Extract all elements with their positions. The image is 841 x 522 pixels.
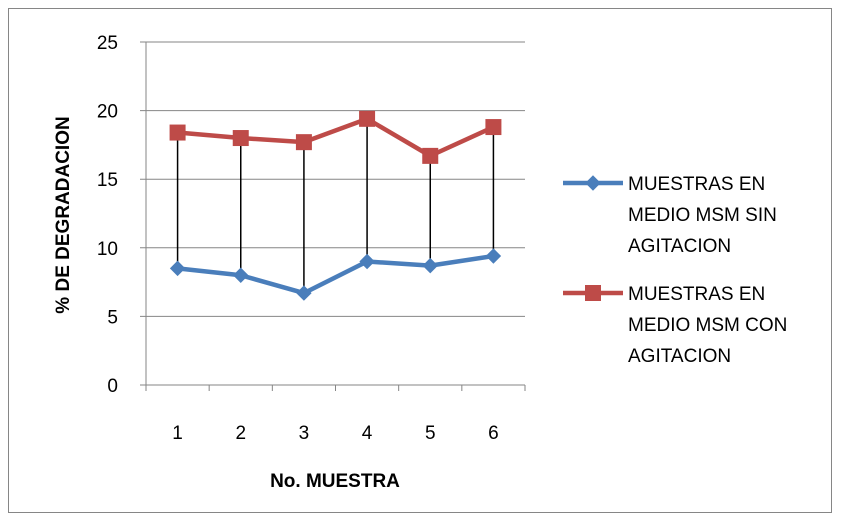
legend-label-1: MUESTRAS EN MEDIO MSM CON AGITACION bbox=[628, 284, 787, 367]
legend-item-0: MUESTRAS EN MEDIO MSM SIN AGITACION bbox=[563, 174, 777, 257]
x-axis-title: No. MUESTRA bbox=[270, 471, 400, 492]
legend: MUESTRAS EN MEDIO MSM SIN AGITACIONMUESTRA… bbox=[563, 174, 787, 367]
x-tick-label-5: 6 bbox=[488, 423, 499, 444]
series-1-line bbox=[177, 116, 495, 159]
series-1 bbox=[169, 110, 502, 164]
legend-label-1-line-1: MEDIO MSM CON bbox=[628, 315, 787, 336]
y-tick-label-1: 5 bbox=[107, 307, 118, 328]
series-0-point-5 bbox=[485, 248, 502, 264]
x-tick-label-3: 4 bbox=[362, 423, 373, 444]
x-tick-label-0: 1 bbox=[172, 423, 183, 444]
chart-frame bbox=[8, 8, 832, 513]
y-tick-label-5: 25 bbox=[97, 33, 118, 54]
legend-swatch-marker-1 bbox=[585, 285, 601, 301]
series-0-point-2 bbox=[296, 285, 312, 301]
x-tick-label-4: 5 bbox=[425, 423, 436, 444]
series-0-point-4 bbox=[422, 257, 438, 274]
series-1-point-4 bbox=[422, 147, 439, 164]
legend-label-0-line-2: AGITACION bbox=[628, 236, 731, 257]
series-1-point-3 bbox=[359, 110, 376, 127]
series-1-point-2 bbox=[295, 134, 312, 151]
x-tick-label-1: 2 bbox=[235, 423, 246, 444]
series-0-point-0 bbox=[169, 260, 186, 277]
series-0-line bbox=[177, 253, 494, 296]
series-1-point-0 bbox=[169, 124, 186, 141]
tick-layer: 0 5 10 15 20 25 1 2 3 4 5 6 bbox=[97, 33, 499, 444]
legend-swatch-marker-0 bbox=[585, 175, 601, 191]
legend-label-0-line-1: MEDIO MSM SIN bbox=[628, 205, 777, 226]
series-1-point-5 bbox=[485, 119, 502, 136]
y-tick-label-3: 15 bbox=[97, 170, 118, 191]
series-0 bbox=[169, 248, 502, 301]
series-0-point-3 bbox=[359, 253, 375, 270]
y-tick-label-4: 20 bbox=[97, 102, 118, 123]
drop-lines bbox=[176, 118, 495, 294]
legend-label-0-line-0: MUESTRAS EN bbox=[628, 174, 765, 195]
legend-label-0: MUESTRAS EN MEDIO MSM SIN AGITACION bbox=[628, 174, 777, 257]
y-tick-label-0: 0 bbox=[107, 376, 118, 397]
x-tick-label-2: 3 bbox=[299, 423, 310, 444]
series-0-point-1 bbox=[233, 267, 249, 283]
legend-item-1: MUESTRAS EN MEDIO MSM CON AGITACION bbox=[563, 284, 787, 367]
y-axis-title: % DE DEGRADACION bbox=[53, 116, 74, 313]
series-layer bbox=[169, 110, 502, 301]
grid-layer bbox=[140, 41, 526, 391]
legend-label-1-line-0: MUESTRAS EN bbox=[628, 284, 765, 305]
series-1-point-1 bbox=[232, 130, 249, 147]
y-tick-label-2: 10 bbox=[97, 239, 118, 260]
legend-label-1-line-2: AGITACION bbox=[628, 346, 731, 367]
